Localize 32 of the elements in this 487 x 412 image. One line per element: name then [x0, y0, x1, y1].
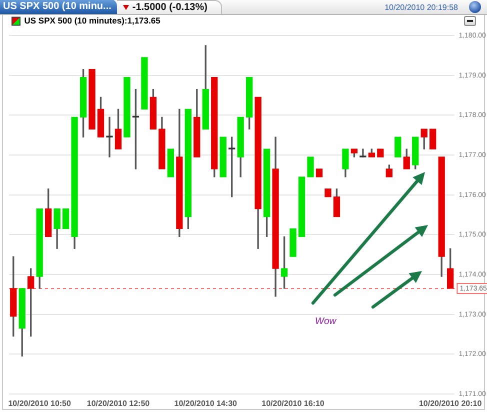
candlestick: [272, 136, 279, 297]
x-tick-label: 10/20/2010 10:50: [8, 399, 72, 408]
x-tick-label: 10/20/2010 14:30: [174, 399, 238, 408]
candlestick: [290, 228, 296, 257]
annotation: Wow: [315, 316, 336, 327]
candlestick: [316, 168, 323, 178]
candlestick: [167, 148, 174, 178]
x-tick-label: 10/20/2010 12:50: [86, 399, 150, 408]
candlestick: [430, 128, 436, 150]
candlestick: [298, 176, 306, 237]
x-tick-label: 10/20/2010 20:10: [418, 399, 482, 408]
candlestick: [88, 69, 96, 130]
candlestick: [106, 116, 113, 158]
candlestick: [71, 116, 78, 249]
candlestick: [377, 148, 384, 158]
x-tick-label: 10/20/2010 16:10: [262, 399, 325, 408]
candlestick: [141, 57, 148, 110]
candlestick: [254, 96, 262, 249]
candlestick: [307, 156, 314, 178]
legend-label: US SPX 500 (10 minutes):1,173.65: [24, 16, 161, 26]
candlestick: [360, 148, 366, 158]
candlestick: [124, 76, 130, 138]
candlestick: [220, 136, 226, 178]
candlestick: [342, 148, 349, 178]
text: -1.5000 (-0.13%): [117, 0, 222, 14]
chart-title: US SPX 500 (10 minu...: [0, 0, 118, 14]
candlestick: [54, 208, 60, 249]
candlestick: [62, 208, 70, 230]
candlestick: [158, 116, 166, 170]
candlestick: [324, 188, 332, 198]
candlestick: [394, 136, 402, 158]
text: 10/20/2010 20:19:58: [384, 3, 458, 13]
